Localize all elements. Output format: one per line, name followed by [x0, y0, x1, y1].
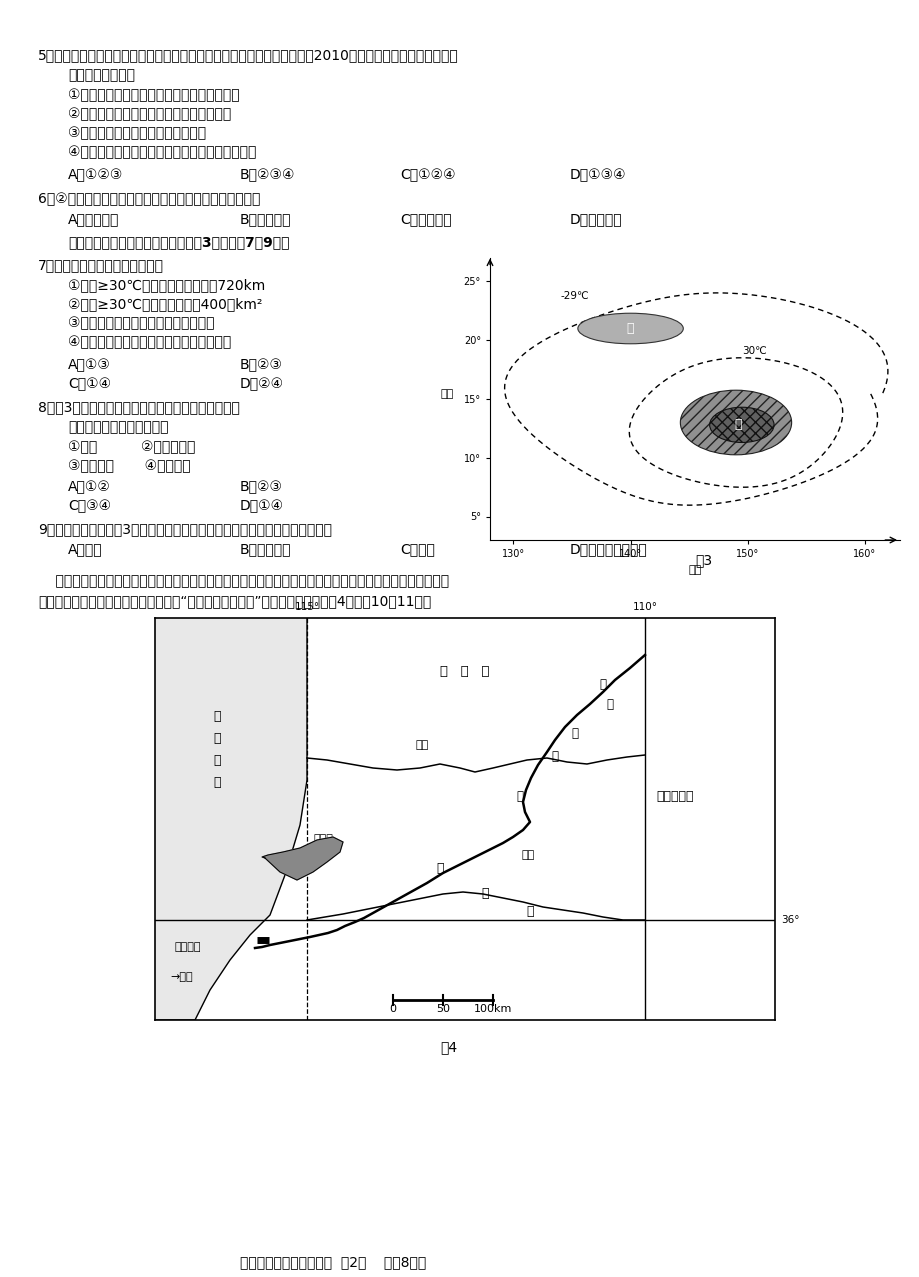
Text: C．③④: C．③④	[68, 499, 111, 513]
Text: 多: 多	[571, 727, 578, 739]
Text: 达: 达	[213, 753, 221, 767]
Text: 115°: 115°	[294, 601, 319, 612]
Text: ①积雪中饱含空气，对其下的土壤有保暖作用: ①积雪中饱含空气，对其下的土壤有保暖作用	[68, 88, 239, 102]
Text: ①洋流          ②地转偏向力: ①洋流 ②地转偏向力	[68, 441, 195, 455]
Text: C．干旱: C．干旱	[400, 541, 435, 555]
X-axis label: 经度: 经度	[687, 564, 701, 575]
Text: 图4: 图4	[439, 1039, 457, 1054]
Text: 8．图3中区域台风形成后将向西北方向移动，下列与: 8．图3中区域台风形成后将向西北方向移动，下列与	[38, 400, 240, 414]
Text: 台风移动路径相关的因素有: 台风移动路径相关的因素有	[68, 420, 168, 434]
Text: 乙: 乙	[626, 322, 633, 335]
Text: 50: 50	[436, 1004, 449, 1014]
Text: B．②③: B．②③	[240, 358, 283, 372]
Text: B．过度放牧: B．过度放牧	[240, 212, 291, 226]
Text: B．②③: B．②③	[240, 480, 283, 494]
Text: 河: 河	[516, 790, 523, 803]
Text: 考前冲刺测试卷（文综）  第2页    （共8页）: 考前冲刺测试卷（文综） 第2页 （共8页）	[240, 1255, 425, 1269]
Text: A．①②: A．①②	[68, 480, 111, 494]
Text: 读世界某海域表层水温等値线图（图3），回筗7～9题。: 读世界某海域表层水温等値线图（图3），回筗7～9题。	[68, 235, 289, 249]
Text: 0: 0	[389, 1004, 396, 1014]
Polygon shape	[154, 618, 307, 1020]
Text: 州: 州	[213, 776, 221, 789]
Text: 科罗拉多大峡谷是世界陆地上最长的峡谷之一，从谷底向上，沿岩壁出露着早古生代到新生代的各期岩系，: 科罗拉多大峡谷是世界陆地上最长的峡谷之一，从谷底向上，沿岩壁出露着早古生代到新生…	[38, 573, 448, 587]
Text: D．土壤次生盐熘化: D．土壤次生盐熘化	[570, 541, 647, 555]
Ellipse shape	[680, 391, 790, 455]
Text: D．①④: D．①④	[240, 499, 284, 513]
Polygon shape	[262, 836, 343, 880]
Y-axis label: 纬度: 纬度	[440, 389, 453, 398]
Text: A．①③: A．①③	[68, 358, 111, 372]
Text: 9．如果副高脊位于图3中乙区域附近时，华北地区农业生产面临的最大问题是: 9．如果副高脊位于图3中乙区域附近时，华北地区农业生产面临的最大问题是	[38, 522, 332, 536]
Text: 7．下列关于该海域叙述正确的是: 7．下列关于该海域叙述正确的是	[38, 258, 164, 272]
Text: 内: 内	[213, 710, 221, 723]
Text: A．①②③: A．①②③	[68, 169, 123, 183]
Text: D．①③④: D．①③④	[570, 169, 626, 183]
Text: →水坝: →水坝	[170, 972, 192, 982]
Text: 甲: 甲	[733, 419, 742, 432]
Text: D．人口增长: D．人口增长	[570, 212, 622, 226]
Text: ②图中≥30℃的区域面积接近400万km²: ②图中≥30℃的区域面积接近400万km²	[68, 298, 262, 312]
Text: ③大气环流       ④太阳辐射: ③大气环流 ④太阳辐射	[68, 458, 190, 472]
Text: 谷: 谷	[526, 905, 533, 918]
Text: ④图中最容易形成热带气旋的区域是乙区域: ④图中最容易形成热带气旋的区域是乙区域	[68, 335, 231, 349]
Text: 大: 大	[436, 862, 443, 875]
Text: 30℃: 30℃	[741, 346, 766, 356]
Text: 亚利桑那州: 亚利桑那州	[655, 790, 693, 803]
Text: 6．②地区土地荒漠化日趋严重，导致荒漠化的主要因素是: 6．②地区土地荒漠化日趋严重，导致荒漠化的主要因素是	[38, 192, 260, 206]
Text: 陀崖: 陀崖	[414, 739, 428, 750]
Text: 当地带来的好处有: 当地带来的好处有	[68, 68, 135, 82]
Text: A．过度墦植: A．过度墦植	[68, 212, 119, 226]
Text: 100km: 100km	[473, 1004, 512, 1014]
Text: B．水土流失: B．水土流失	[240, 541, 291, 555]
Text: 拉: 拉	[550, 750, 558, 762]
Text: 科: 科	[599, 678, 606, 691]
Text: -29℃: -29℃	[560, 291, 588, 301]
Text: 并含有代表性生物化石，大峡谷因此有“活的地质史教科书”之称。据此并结合图4，回畇10～11题。: 并含有代表性生物化石，大峡谷因此有“活的地质史教科书”之称。据此并结合图4，回畇…	[38, 594, 431, 608]
Text: 陀崖: 陀崖	[521, 850, 534, 859]
Text: 5．强降雪会给当地带来一些灾难性的后果，但它也并非有百害而无一利。2010年冬季东北地区强降雪可能给: 5．强降雪会给当地带来一些灾难性的后果，但它也并非有百害而无一利。2010年冬季…	[38, 49, 459, 63]
Text: ③流经图中甲区域的洋流是北赤道暖流: ③流经图中甲区域的洋流是北赤道暖流	[68, 315, 214, 329]
Text: 峡: 峡	[481, 888, 488, 900]
Text: C．①④: C．①④	[68, 377, 111, 391]
Text: A．洪淝: A．洪淝	[68, 541, 103, 555]
Text: 图3: 图3	[694, 553, 711, 567]
Text: ②雪中含有很多氮化物，可为土壤增添肥料: ②雪中含有很多氮化物，可为土壤增添肥料	[68, 107, 231, 121]
Text: 36°: 36°	[780, 916, 799, 925]
Text: C．①②④: C．①②④	[400, 169, 455, 183]
Text: 米德湖: 米德湖	[312, 834, 333, 844]
Text: 犹   他   州: 犹 他 州	[440, 665, 489, 678]
Ellipse shape	[709, 407, 773, 442]
Text: ③冻死害虫，也有利于冬小麦的越冬: ③冻死害虫，也有利于冬小麦的越冬	[68, 126, 206, 140]
Text: B．②③④: B．②③④	[240, 169, 295, 183]
Text: 胡佛水坝: 胡佛水坝	[175, 942, 201, 951]
Text: 罗: 罗	[606, 699, 613, 711]
Ellipse shape	[577, 313, 683, 344]
Text: 110°: 110°	[632, 601, 657, 612]
Text: ④增加东北地区第二年春季积雪融水量，缓解春旱: ④增加东北地区第二年春季积雪融水量，缓解春旱	[68, 146, 256, 160]
Text: D．②④: D．②④	[240, 377, 284, 391]
Text: ①图中≥30℃的区域南北最宽约为720km: ①图中≥30℃的区域南北最宽约为720km	[68, 278, 265, 292]
Text: C．过度樵采: C．过度樵采	[400, 212, 451, 226]
Text: 华: 华	[213, 732, 221, 744]
